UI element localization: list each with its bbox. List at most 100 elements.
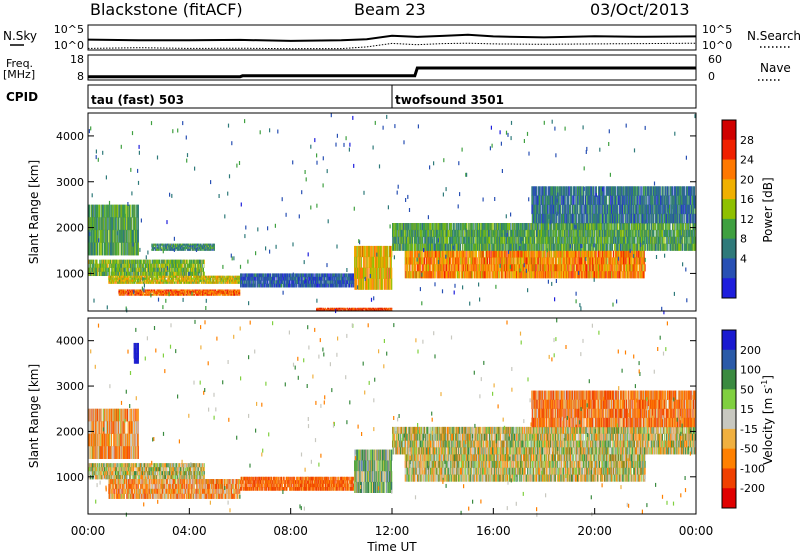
power-cell	[176, 263, 178, 268]
power-cell	[129, 275, 131, 278]
power-cell	[132, 292, 134, 295]
power-cell	[164, 248, 166, 251]
power-cell	[103, 271, 104, 277]
power-cell	[129, 279, 131, 282]
power-cell	[154, 279, 156, 282]
power-cell	[132, 289, 134, 292]
power-cell	[156, 279, 158, 282]
power-cell	[164, 267, 166, 272]
power-cell	[100, 259, 101, 264]
power-cell	[118, 292, 120, 295]
power-cell	[186, 267, 188, 272]
power-cell	[138, 267, 140, 272]
power-cell	[90, 263, 92, 268]
power-cell	[154, 267, 156, 272]
power-cell	[109, 277, 110, 280]
power-cell	[147, 267, 148, 272]
power-cell	[128, 281, 130, 284]
power-cell	[124, 290, 126, 293]
power-cell	[170, 271, 172, 277]
power-cell	[332, 276, 334, 281]
power-cell	[155, 293, 157, 296]
power-cell	[149, 290, 151, 293]
power-cell	[200, 277, 202, 280]
power-cell	[145, 279, 146, 282]
power-cell	[291, 273, 292, 278]
power-cell	[117, 277, 118, 280]
power-cell	[159, 248, 161, 251]
power-cell	[101, 259, 102, 264]
power-cell	[175, 263, 177, 268]
power-cell	[123, 289, 124, 292]
power-cell	[135, 277, 137, 280]
power-cell	[152, 279, 153, 282]
power-cell	[148, 293, 150, 296]
power-cell	[196, 281, 198, 284]
power-cell	[158, 290, 159, 293]
power-cell	[188, 281, 190, 284]
power-cell	[191, 263, 193, 268]
power-cell	[143, 292, 145, 295]
power-cell	[125, 277, 127, 280]
power-cell	[201, 267, 202, 272]
power-cell	[109, 275, 110, 278]
power-cell	[212, 275, 214, 278]
power-cell	[192, 279, 194, 282]
power-cell	[220, 281, 221, 284]
power-cell	[294, 273, 295, 278]
power-cell	[145, 290, 146, 293]
power-cell	[153, 290, 154, 293]
power-cell	[148, 293, 150, 296]
power-cell	[146, 289, 147, 292]
power-cell	[228, 279, 230, 282]
power-cell	[104, 259, 106, 264]
power-cell	[173, 271, 175, 277]
power-cell	[147, 275, 149, 278]
power-cell	[193, 263, 195, 268]
power-cell	[231, 281, 233, 284]
power-cell	[122, 289, 123, 292]
power-cell	[150, 275, 152, 278]
power-cell	[123, 277, 124, 280]
power-cell	[108, 267, 110, 272]
power-cell	[364, 256, 366, 268]
power-cell	[128, 259, 130, 264]
power-cell	[160, 290, 162, 293]
power-cell	[144, 263, 146, 268]
power-cell	[181, 275, 183, 278]
power-cell	[99, 267, 101, 272]
power-cell	[188, 281, 189, 284]
power-cell	[317, 283, 318, 288]
power-cell	[164, 279, 165, 282]
power-cell	[203, 281, 204, 284]
power-cell	[162, 292, 164, 295]
power-cell	[216, 281, 218, 284]
power-cell	[126, 281, 128, 284]
power-cell	[121, 292, 123, 295]
power-cell	[140, 293, 142, 296]
power-cell	[115, 217, 117, 231]
power-cell	[205, 248, 207, 251]
power-cell	[221, 275, 222, 278]
power-cell	[223, 275, 225, 278]
power-cell	[367, 267, 369, 279]
power-cell	[199, 275, 201, 278]
power-cell	[173, 277, 175, 280]
power-cell	[150, 279, 152, 282]
power-cell	[228, 277, 230, 280]
power-cell	[164, 290, 165, 293]
power-cell	[149, 292, 151, 295]
power-cell	[139, 293, 141, 296]
power-cell	[134, 263, 136, 268]
power-cell	[188, 277, 189, 280]
power-cell	[166, 275, 167, 278]
power-cell	[152, 263, 154, 268]
power-cell	[172, 277, 174, 280]
power-cell	[332, 280, 334, 285]
power-cell	[98, 263, 100, 268]
power-cell	[238, 281, 240, 284]
power-cell	[138, 293, 140, 296]
power-cell	[126, 204, 127, 218]
power-cell	[257, 283, 259, 288]
power-cell	[164, 289, 166, 292]
